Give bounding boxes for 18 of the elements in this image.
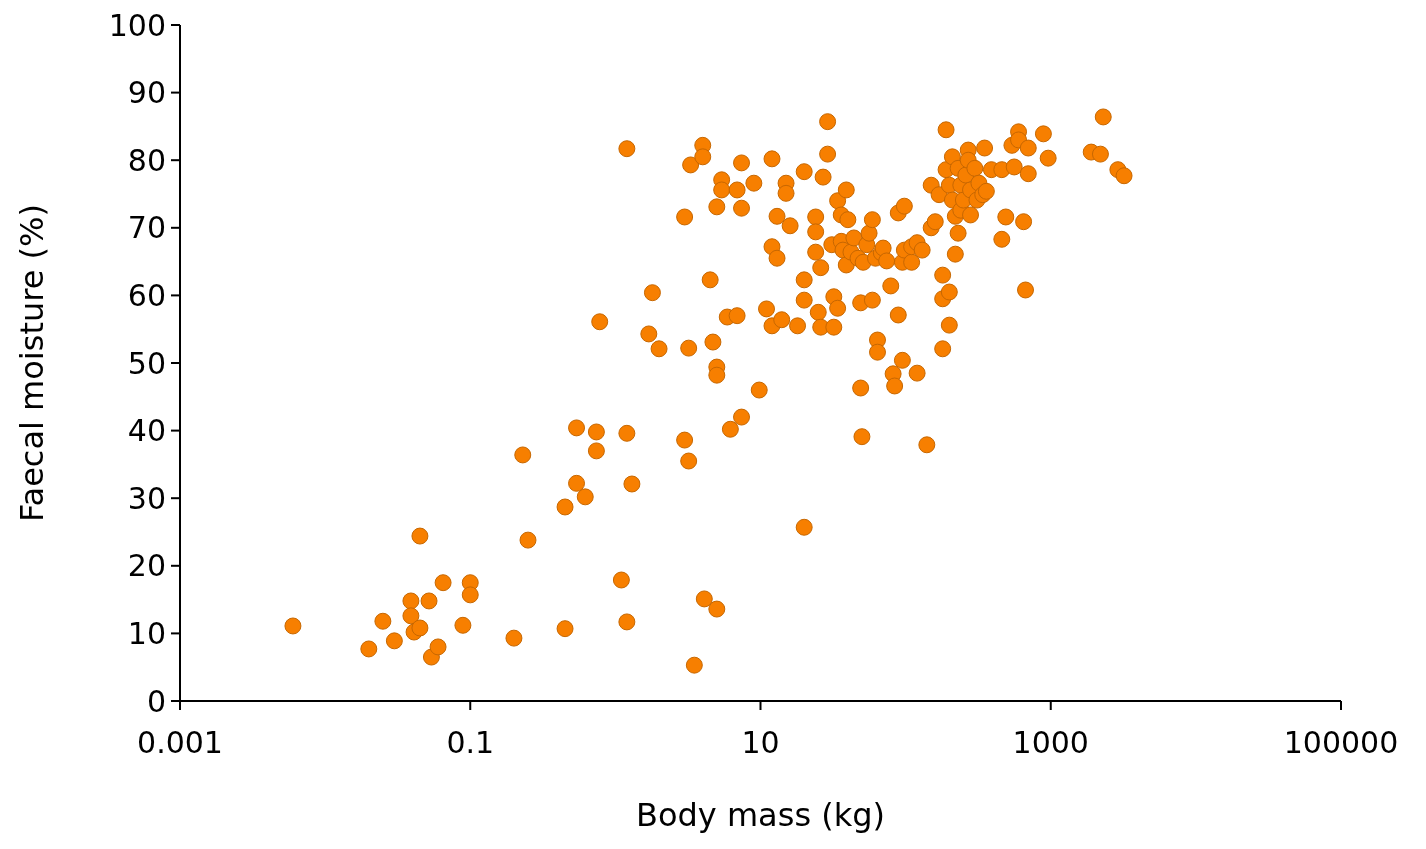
y-tick-label: 80 [127,142,166,178]
x-tick-label: 10 [741,725,780,760]
y-tick-label: 90 [127,75,166,111]
y-tick-label: 40 [127,413,166,449]
y-tick-label: 70 [127,210,166,246]
y-axis-title: Faecal moisture (%) [13,204,51,522]
y-tick-label: 30 [127,480,166,516]
y-tick-label: 50 [127,345,166,381]
x-tick-label: 100000 [1283,725,1399,760]
y-tick-label: 0 [146,683,166,719]
y-tick-label: 100 [108,7,166,43]
y-tick-label: 60 [127,277,166,313]
x-axis-title: Body mass (kg) [635,796,886,834]
y-tick-label: 20 [127,548,166,584]
x-tick-label: 0.1 [446,725,495,760]
x-tick-label: 1000 [1012,725,1089,760]
x-tick-label: 0.001 [137,725,223,760]
y-tick-label: 10 [127,615,166,651]
